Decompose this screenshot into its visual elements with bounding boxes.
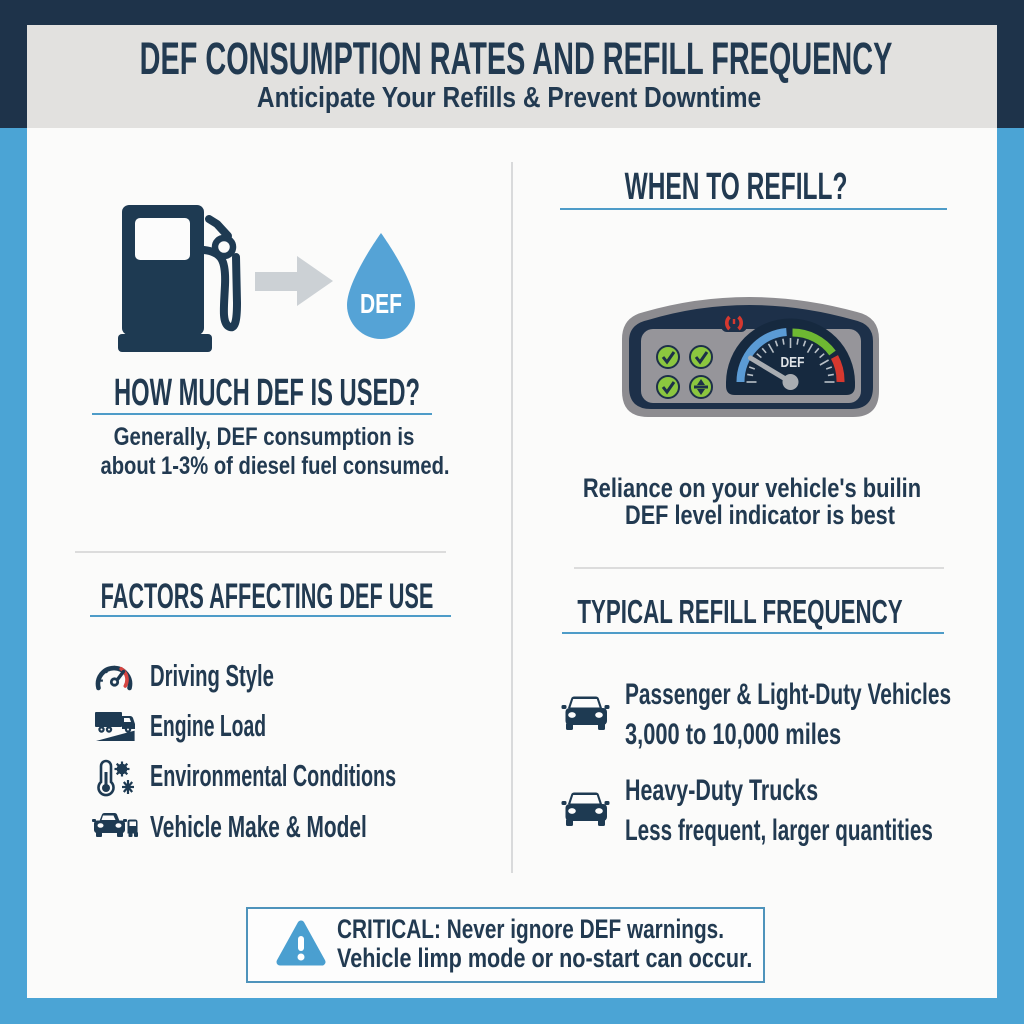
svg-text:DEF: DEF	[360, 288, 402, 319]
svg-text:DEF: DEF	[781, 354, 805, 371]
